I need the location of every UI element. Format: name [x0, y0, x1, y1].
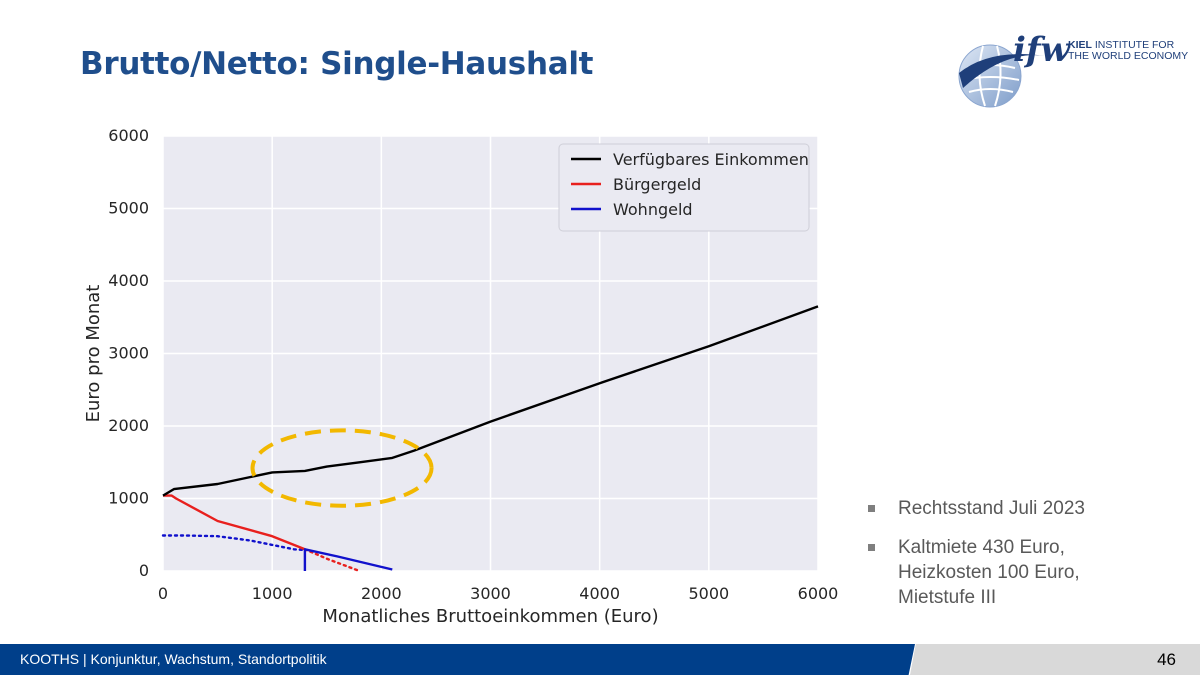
page-number: 46	[1157, 650, 1176, 669]
series-line	[162, 305, 819, 497]
bullet-line: Kaltmiete 430 Euro,	[898, 537, 1065, 558]
ifw-logo: ifw	[955, 28, 1185, 113]
bullet-line: Rechtsstand Juli 2023	[898, 498, 1085, 519]
logo-caption-line1: INSTITUTE FOR	[1094, 39, 1175, 51]
logo-caption-bold: KIEL	[1068, 39, 1092, 51]
legend-label: Verfügbares Einkommen	[613, 150, 809, 169]
y-tick-label: 0	[139, 561, 149, 580]
y-tick-label: 6000	[108, 126, 149, 145]
slide-title: Brutto/Netto: Single-Haushalt	[80, 46, 594, 82]
legend-label: Bürgergeld	[613, 175, 701, 194]
x-tick-label: 5000	[688, 584, 729, 603]
legend-label: Wohngeld	[613, 200, 693, 219]
x-tick-label: 2000	[361, 584, 402, 603]
x-tick-label: 3000	[470, 584, 511, 603]
income-chart: 0 1000 2000 3000 4000 5000 6000 0 1000 2000 3000 40…	[83, 126, 839, 627]
bullet-line: Mietstufe III	[898, 587, 997, 608]
footer-text: KOOTHS | Konjunktur, Wachstum, Standortp…	[20, 651, 327, 667]
logo-caption: KIEL INSTITUTE FOR THE WORLD ECONOMY	[1068, 40, 1188, 62]
bullet-item: Kaltmiete 430 Euro, Heizkosten 100 Euro,…	[866, 535, 1186, 610]
y-axis-label: Euro pro Monat	[83, 285, 104, 423]
series-line	[303, 548, 393, 571]
bullet-item: Rechtsstand Juli 2023	[866, 496, 1186, 521]
y-tick-label: 2000	[108, 416, 149, 435]
x-tick-label: 1000	[252, 584, 293, 603]
x-tick-label: 0	[158, 584, 168, 603]
logo-caption-line2: THE WORLD ECONOMY	[1068, 50, 1189, 62]
y-tick-label: 4000	[108, 271, 149, 290]
series-line	[163, 494, 306, 551]
y-tick-label: 3000	[108, 344, 149, 363]
ifw-wordmark: ifw	[1013, 30, 1070, 70]
y-tick-label: 5000	[108, 199, 149, 218]
series-line-dotted	[303, 548, 361, 573]
series-line-dotted	[161, 534, 307, 552]
x-axis-label: Monatliches Bruttoeinkommen (Euro)	[322, 606, 658, 627]
y-tick-label: 1000	[108, 489, 149, 508]
globe-icon	[958, 44, 1045, 108]
footer-blue-band	[0, 644, 915, 675]
bullet-square-icon	[868, 544, 875, 551]
footer-grey-band	[910, 644, 1200, 675]
bullet-list: Rechtsstand Juli 2023 Kaltmiete 430 Euro…	[866, 496, 1186, 624]
x-tick-label: 6000	[798, 584, 839, 603]
highlight-ellipse	[250, 428, 434, 508]
bullet-line: Heizkosten 100 Euro,	[898, 562, 1080, 583]
legend-box	[558, 143, 810, 232]
x-tick-label: 4000	[579, 584, 620, 603]
footer-bar: KOOTHS | Konjunktur, Wachstum, Standortp…	[0, 644, 1200, 675]
bullet-square-icon	[868, 505, 875, 512]
